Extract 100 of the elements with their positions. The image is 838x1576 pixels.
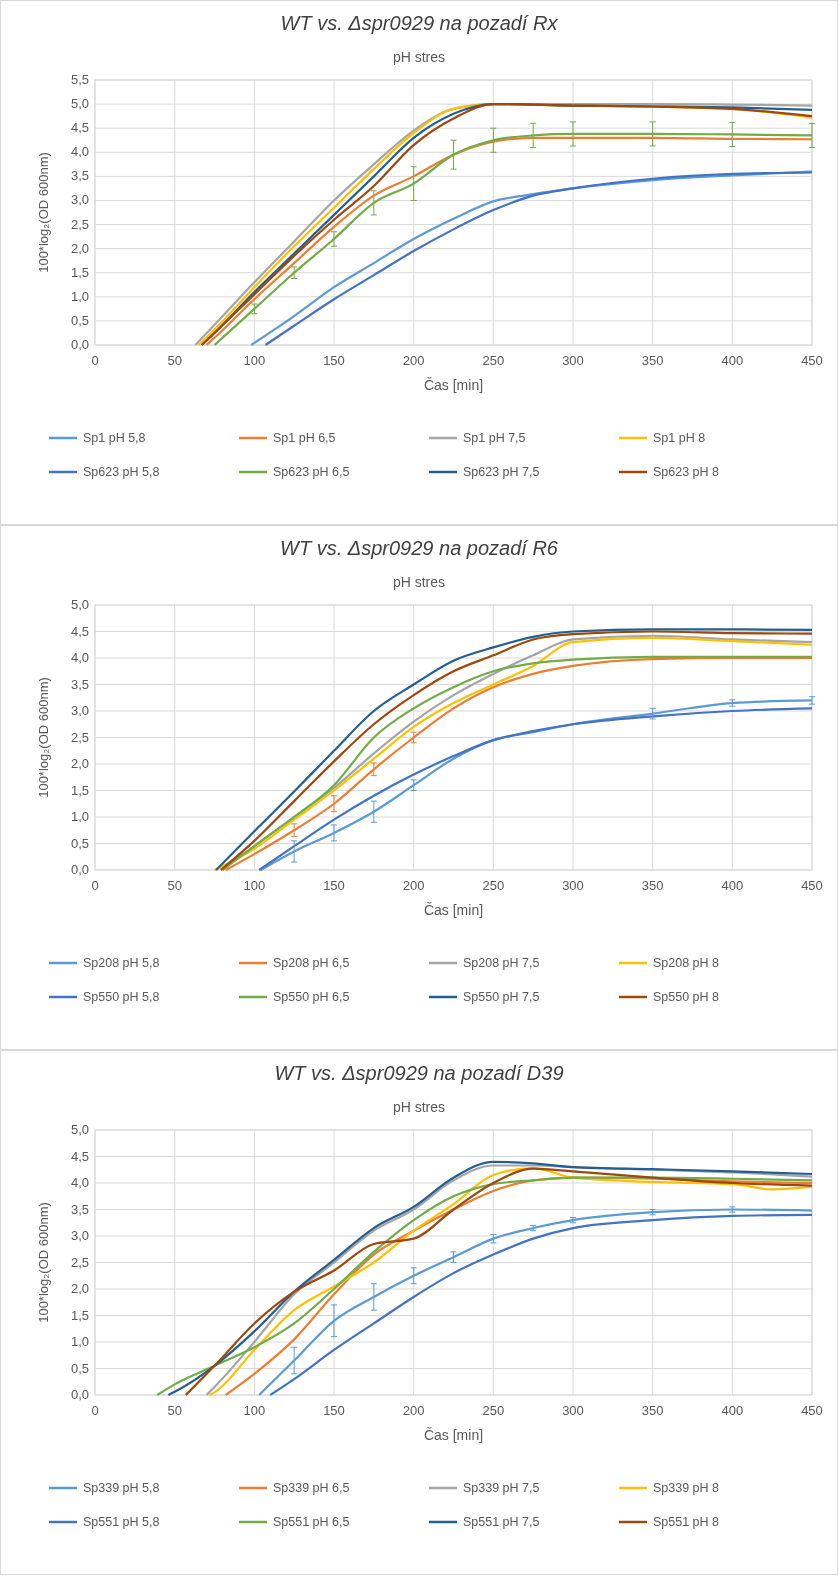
- y-tick-label: 0,5: [70, 835, 89, 851]
- y-tick-label: 4,0: [70, 650, 89, 665]
- y-tick-label: 4,0: [70, 144, 89, 160]
- y-tick-label: 4,5: [70, 120, 89, 136]
- x-tick-label: 250: [482, 1403, 505, 1418]
- x-tick-label: 400: [721, 878, 744, 893]
- y-tick-label: 5,0: [70, 597, 89, 612]
- x-tick-label: 450: [801, 878, 823, 893]
- legend-label: Sp623 pH 6,5: [273, 465, 350, 479]
- legend-label: Sp550 pH 7,5: [463, 990, 540, 1004]
- legend-label: Sp551 pH 7,5: [463, 1515, 540, 1529]
- x-tick-label: 300: [562, 353, 584, 368]
- x-tick-label: 100: [243, 353, 266, 368]
- x-tick-label: 400: [721, 353, 744, 368]
- legend-label: Sp550 pH 5,8: [83, 990, 160, 1004]
- y-tick-label: 1,0: [70, 1334, 89, 1349]
- x-tick-label: 250: [482, 353, 505, 368]
- y-tick-label: 0,0: [70, 337, 89, 352]
- y-tick-label: 1,5: [70, 1307, 89, 1323]
- x-tick-label: 0: [91, 353, 99, 368]
- y-tick-label: 4,5: [70, 623, 89, 639]
- legend-label: Sp550 pH 6,5: [273, 990, 350, 1004]
- y-tick-label: 2,0: [70, 240, 89, 256]
- y-tick-label: 2,5: [70, 216, 89, 232]
- legend-label: Sp339 pH 7,5: [463, 1481, 540, 1495]
- legend-label: Sp551 pH 8: [653, 1515, 720, 1529]
- y-tick-label: 5,5: [70, 72, 89, 87]
- chart-subtitle: pH stres: [392, 574, 446, 590]
- x-tick-label: 100: [243, 1403, 266, 1418]
- y-tick-label: 3,0: [70, 192, 89, 208]
- y-tick-label: 1,0: [70, 809, 89, 824]
- chart-title: WT vs. Δspr0929 na pozadí Rx: [280, 12, 559, 34]
- legend-label: Sp551 pH 6,5: [273, 1515, 350, 1529]
- x-tick-label: 50: [167, 353, 182, 368]
- x-tick-label: 350: [641, 353, 664, 368]
- y-axis-title: 100*log₂(OD 600nm): [36, 1202, 51, 1323]
- x-tick-label: 300: [562, 1403, 584, 1418]
- x-tick-label: 300: [562, 878, 584, 893]
- x-tick-label: 200: [402, 353, 425, 368]
- y-tick-label: 3,5: [70, 168, 89, 184]
- x-axis-title: Čas [min]: [423, 902, 484, 918]
- x-tick-label: 50: [167, 1403, 182, 1418]
- y-tick-label: 1,5: [70, 782, 89, 798]
- y-tick-label: 2,5: [70, 729, 89, 745]
- y-tick-label: 3,0: [70, 1228, 89, 1243]
- x-tick-label: 400: [721, 1403, 744, 1418]
- x-tick-label: 150: [323, 1403, 345, 1418]
- legend-label: Sp1 pH 5,8: [83, 431, 146, 445]
- x-tick-label: 50: [167, 878, 182, 893]
- legend-label: Sp623 pH 7,5: [463, 465, 540, 479]
- legend-label: Sp1 pH 7,5: [463, 431, 526, 445]
- x-tick-label: 0: [91, 878, 99, 893]
- chart-title: WT vs. Δspr0929 na pozadí R6: [280, 537, 559, 559]
- y-tick-label: 2,0: [70, 1281, 89, 1296]
- legend-label: Sp339 pH 5,8: [83, 1481, 160, 1495]
- y-tick-label: 0,0: [70, 1387, 89, 1402]
- x-tick-label: 200: [402, 878, 425, 893]
- y-tick-label: 1,5: [70, 264, 89, 280]
- y-tick-label: 5,0: [70, 1122, 89, 1137]
- x-tick-label: 450: [801, 1403, 823, 1418]
- y-tick-label: 0,5: [70, 1360, 89, 1376]
- legend-label: Sp1 pH 8: [653, 431, 706, 445]
- x-axis-title: Čas [min]: [423, 1427, 484, 1443]
- legend-label: Sp1 pH 6,5: [273, 431, 336, 445]
- x-tick-label: 250: [482, 878, 505, 893]
- legend-label: Sp551 pH 5,8: [83, 1515, 160, 1529]
- legend-label: Sp339 pH 8: [653, 1481, 720, 1495]
- chart-subtitle: pH stres: [392, 49, 446, 65]
- y-tick-label: 3,5: [70, 1201, 89, 1217]
- y-axis-title: 100*log₂(OD 600nm): [36, 152, 51, 273]
- x-tick-label: 350: [641, 878, 664, 893]
- x-tick-label: 150: [323, 353, 345, 368]
- x-tick-label: 350: [641, 1403, 664, 1418]
- legend-label: Sp208 pH 8: [653, 956, 720, 970]
- y-tick-label: 5,0: [70, 96, 89, 112]
- legend-label: Sp208 pH 5,8: [83, 956, 160, 970]
- x-tick-label: 150: [323, 878, 345, 893]
- y-tick-label: 2,5: [70, 1254, 89, 1270]
- legend-label: Sp339 pH 6,5: [273, 1481, 350, 1495]
- y-axis-title: 100*log₂(OD 600nm): [36, 677, 51, 798]
- y-tick-label: 2,0: [70, 756, 89, 771]
- legend-label: Sp623 pH 5,8: [83, 465, 160, 479]
- chart-title: WT vs. Δspr0929 na pozadí D39: [274, 1062, 564, 1084]
- x-axis-title: Čas [min]: [423, 377, 484, 393]
- y-tick-label: 3,5: [70, 676, 89, 692]
- y-tick-label: 4,5: [70, 1148, 89, 1164]
- x-tick-label: 450: [801, 353, 823, 368]
- x-tick-label: 200: [402, 1403, 425, 1418]
- legend-label: Sp623 pH 8: [653, 465, 720, 479]
- y-tick-label: 4,0: [70, 1175, 89, 1190]
- legend-label: Sp550 pH 8: [653, 990, 720, 1004]
- y-tick-label: 0,0: [70, 862, 89, 877]
- y-tick-label: 0,5: [70, 312, 89, 328]
- x-tick-label: 0: [91, 1403, 99, 1418]
- y-tick-label: 3,0: [70, 703, 89, 718]
- chart-subtitle: pH stres: [392, 1099, 446, 1115]
- y-tick-label: 1,0: [70, 288, 89, 304]
- legend-label: Sp208 pH 6,5: [273, 956, 350, 970]
- legend-label: Sp208 pH 7,5: [463, 956, 540, 970]
- x-tick-label: 100: [243, 878, 266, 893]
